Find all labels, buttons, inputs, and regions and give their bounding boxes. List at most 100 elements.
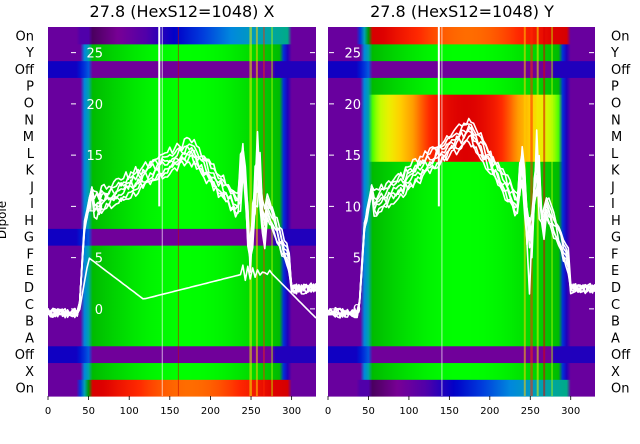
heatmap-row-17 [48, 94, 316, 112]
x-tick-label-4: 200 [480, 406, 499, 417]
row-label-1: X [25, 365, 34, 380]
panel-x-overlay-lines [47, 27, 317, 319]
heatmap-row-21 [48, 27, 316, 45]
heatmap-streak-0 [161, 27, 163, 396]
row-label-12: J [29, 180, 34, 195]
row-label-19: Off [15, 63, 35, 78]
heatmap-row-11 [328, 194, 595, 213]
row-label-12: J [610, 180, 615, 195]
row-label-11: I [611, 197, 615, 212]
heatmap-row-6 [48, 278, 316, 296]
heatmap-row-14 [328, 144, 595, 162]
x-tick-label-1: 50 [82, 406, 95, 417]
heatmap-row-19 [48, 60, 316, 78]
row-label-0: On [611, 382, 629, 397]
panel-y: 27.8 (HexS12=1048) Y 0 5 10 15 20 25 On X Off AB… [325, 2, 631, 417]
x-tick-label-2: 100 [399, 406, 418, 417]
overlay-line-6 [47, 136, 317, 319]
heatmap-row-15 [48, 127, 316, 146]
heatmap-row-13 [48, 161, 316, 179]
row-label-10: H [611, 214, 621, 229]
row-label-2: Off [15, 348, 35, 363]
row-label-0: On [16, 382, 34, 397]
heatmap-row-3 [328, 328, 595, 347]
overlay-tick-label-3: 15 [86, 149, 103, 164]
overlay-line-6 [327, 117, 596, 319]
overlay-right-tick-label-0: 0 [317, 303, 325, 318]
heatmap-streak-0 [441, 27, 443, 396]
heatmap-row-19 [328, 60, 595, 78]
row-label-15: M [611, 130, 622, 145]
heatmap-streak-2 [249, 27, 252, 396]
row-label-16: N [611, 113, 621, 128]
heatmap-streak-4 [263, 27, 265, 396]
x-tick-label-5: 250 [241, 406, 260, 417]
heatmap-row-5 [48, 295, 316, 313]
row-label-18: P [26, 80, 34, 95]
row-label-7: E [26, 264, 34, 279]
row-label-15: M [23, 130, 34, 145]
heatmap-row-18 [48, 77, 316, 95]
row-label-20: Y [25, 46, 34, 61]
panel-y-x-ticks: 0 50 100 150 200 250 300 [325, 396, 580, 417]
heatmap-row-1 [48, 362, 316, 380]
row-label-11: I [30, 197, 34, 212]
row-label-8: F [611, 247, 618, 262]
panel-y-overlay-ticks: 0 5 10 15 20 25 [329, 47, 594, 318]
overlay-tick-label-5: 25 [86, 47, 103, 62]
heatmap-row-2 [48, 345, 316, 364]
heatmap-streak-1 [177, 27, 179, 396]
row-label-14: L [27, 147, 35, 162]
panel-y-title: 27.8 (HexS12=1048) Y [370, 2, 554, 21]
row-label-21: On [16, 29, 34, 44]
row-label-1: X [611, 365, 620, 380]
heatmap-row-21 [328, 27, 595, 45]
row-label-9: G [611, 231, 621, 246]
row-label-6: D [24, 281, 34, 296]
overlay-tick-label-4: 20 [86, 98, 103, 113]
row-label-4: B [611, 315, 620, 330]
row-label-3: A [25, 331, 34, 346]
x-tick-label-2: 100 [120, 406, 139, 417]
heatmap-row-4 [328, 312, 595, 330]
x-tick-label-6: 300 [282, 406, 301, 417]
row-label-13: K [611, 164, 620, 179]
row-label-21: On [611, 29, 629, 44]
row-label-14: L [611, 147, 619, 162]
overlay-tick-label-0: 0 [353, 303, 361, 318]
row-label-19: Off [611, 63, 631, 78]
heatmap-row-18 [328, 77, 595, 95]
panel-x-ylabel: Dipole [0, 201, 9, 239]
overlay-tick-label-4: 20 [344, 98, 361, 113]
overlay-tick-label-1: 5 [353, 252, 361, 267]
overlay-tick-label-3: 15 [344, 149, 361, 164]
row-label-18: P [611, 80, 619, 95]
row-label-5: C [611, 298, 620, 313]
heatmap-row-20 [328, 43, 595, 62]
heatmap-row-16 [328, 110, 595, 129]
x-tick-label-5: 250 [521, 406, 540, 417]
overlay-line-5 [327, 122, 596, 318]
panel-x-x-ticks: 0 50 100 150 200 250 300 [45, 396, 301, 417]
x-tick-label-3: 150 [440, 406, 459, 417]
heatmap-row-3 [48, 328, 316, 347]
heatmap-row-8 [328, 245, 595, 263]
heatmap-row-13 [328, 161, 595, 179]
row-label-13: K [25, 164, 34, 179]
heatmap-row-5 [328, 295, 595, 313]
heatmap-row-2 [328, 345, 595, 364]
row-label-7: E [611, 264, 619, 279]
heatmap-row-0 [48, 379, 316, 397]
row-label-4: B [25, 315, 34, 330]
overlay-right-tick-label-1: 5 [317, 252, 325, 267]
heatmap-streak-3 [255, 27, 258, 396]
row-label-6: D [611, 281, 621, 296]
overlay-line-7 [48, 257, 317, 319]
heatmap-row-12 [48, 177, 316, 196]
row-label-10: H [24, 214, 34, 229]
x-tick-label-0: 0 [325, 406, 331, 417]
overlay-tick-label-2: 10 [344, 200, 361, 215]
